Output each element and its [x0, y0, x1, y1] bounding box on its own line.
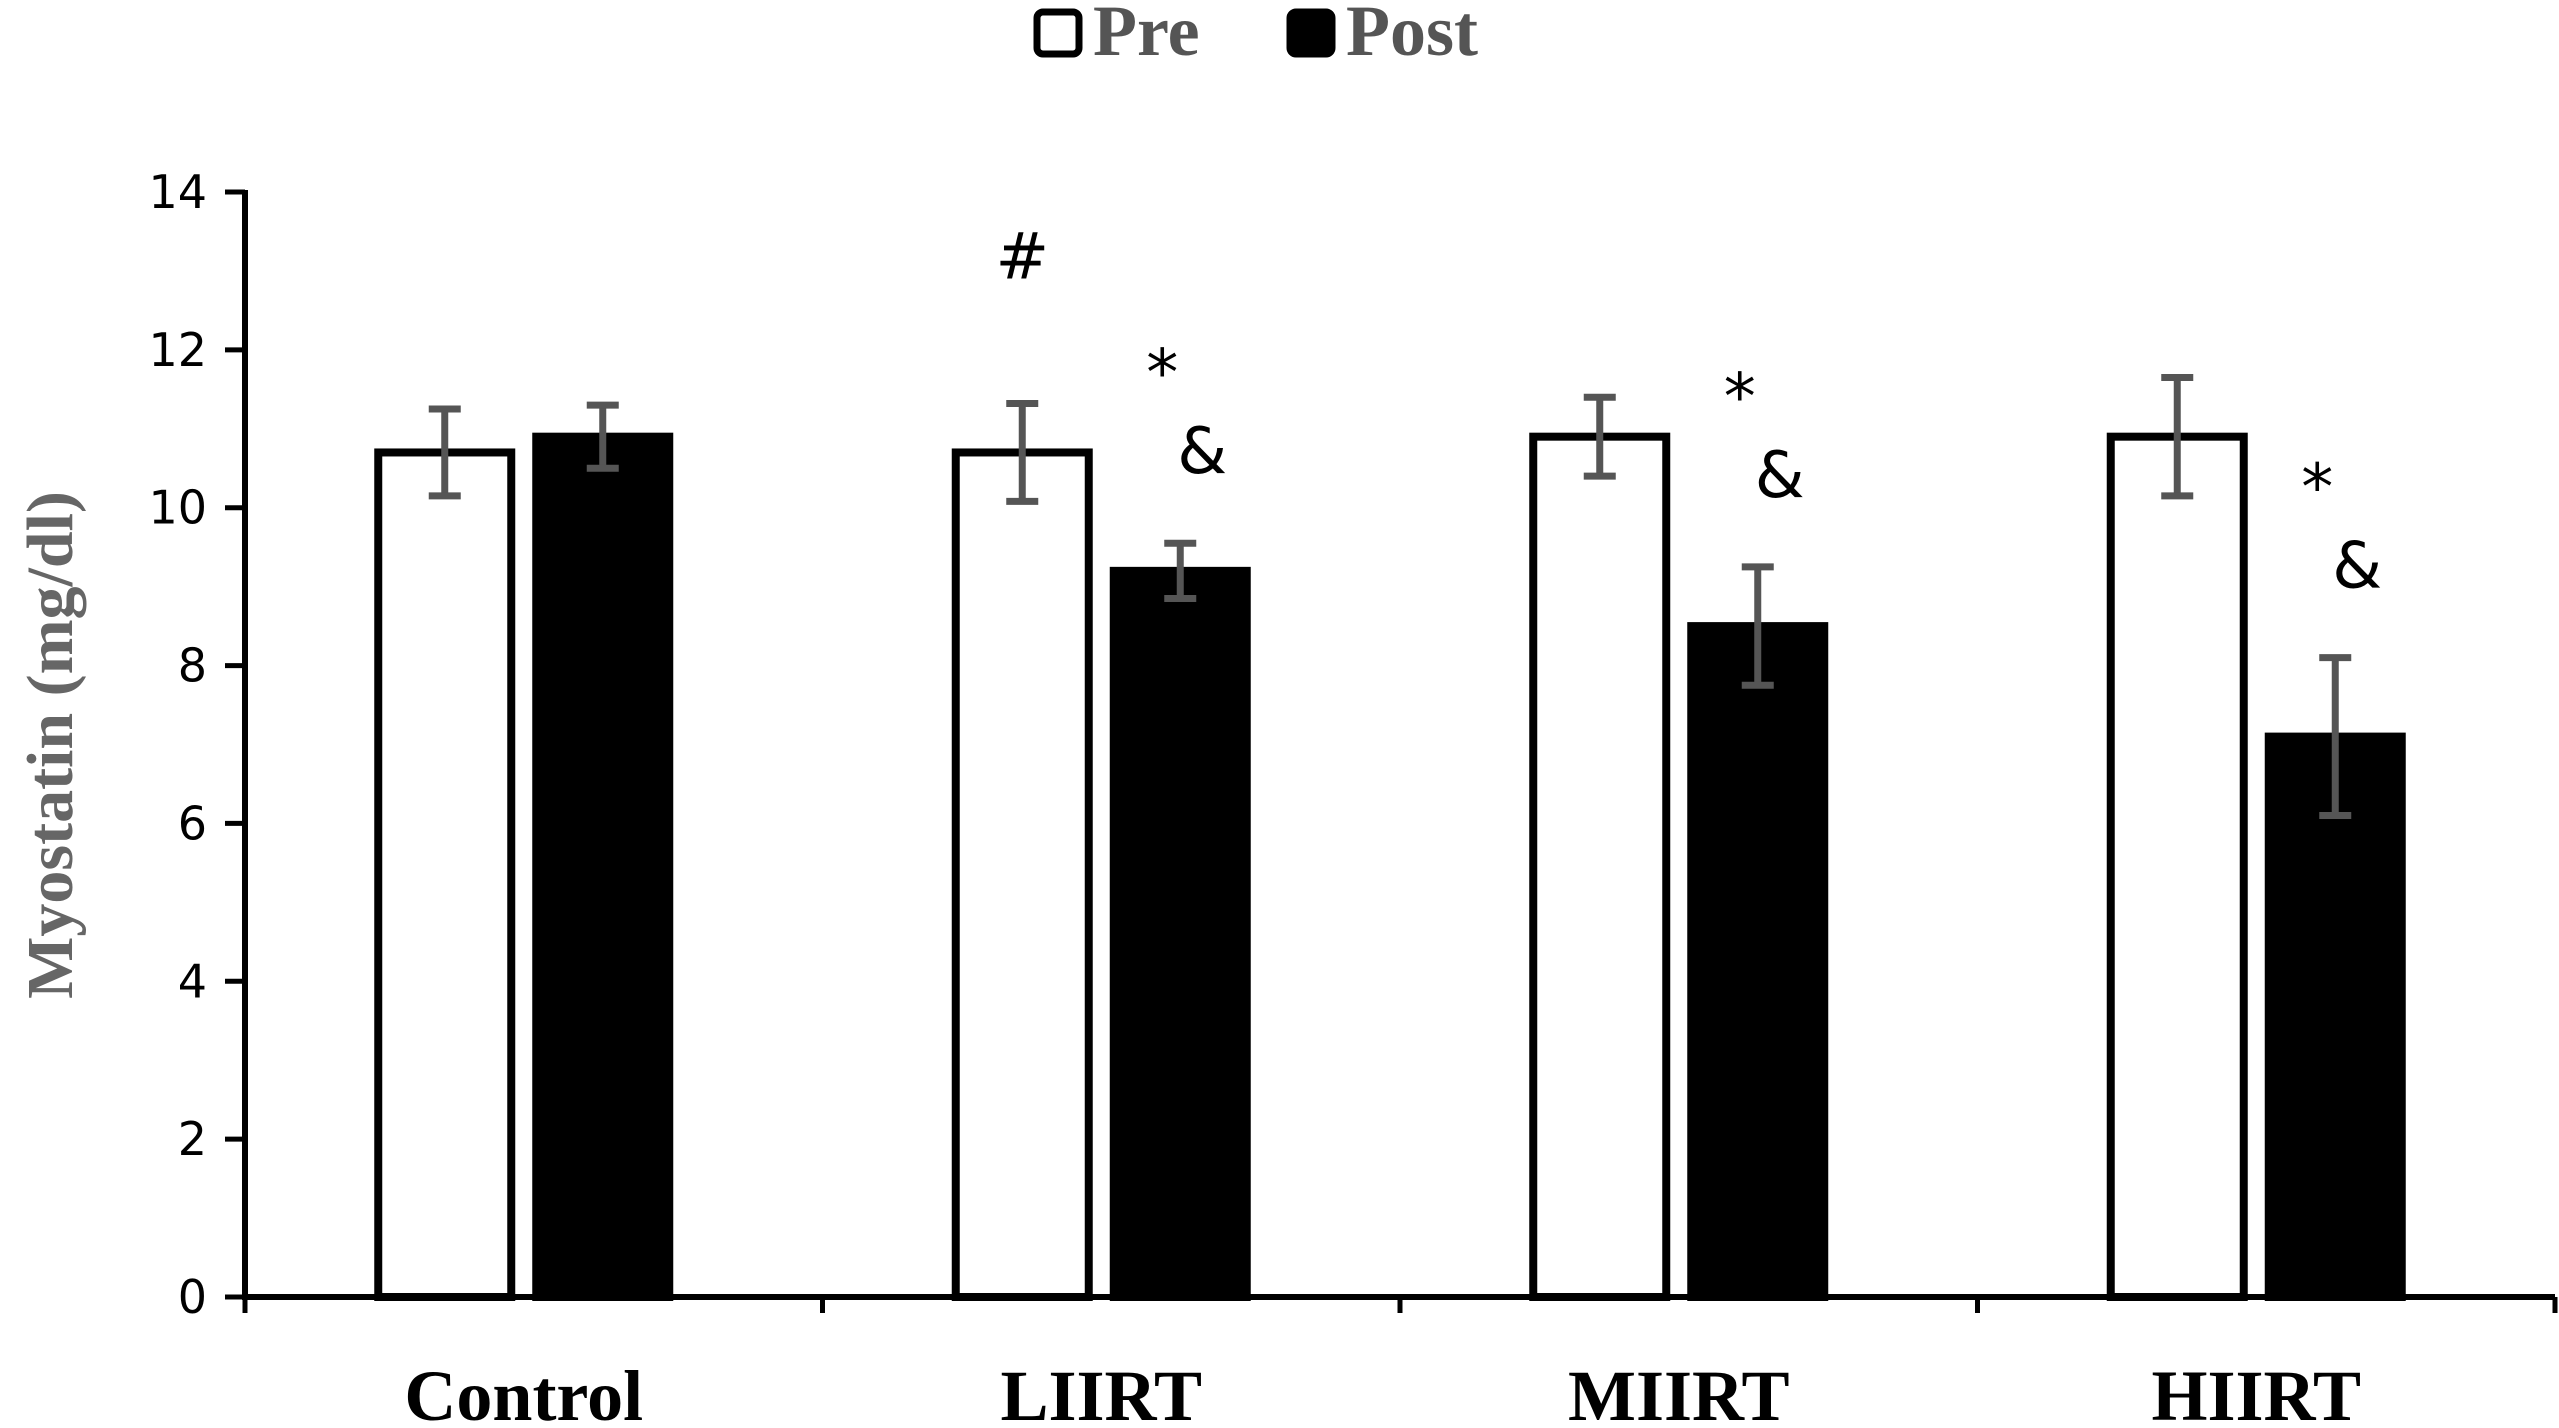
- legend-item-post: Post: [1286, 0, 1478, 71]
- significance-mark: &: [1177, 415, 1227, 489]
- legend-swatch: [1286, 8, 1336, 58]
- bar-post-liirt: [1109, 566, 1251, 1301]
- legend: Pre Post: [1033, 0, 1478, 71]
- legend-label: Post: [1346, 0, 1478, 71]
- axes: 0 2 4 6 8 10 12 14 Control LIIRT MIIRT HIIRT: [148, 165, 2558, 1428]
- annotations: #*&*& *&: [995, 221, 2382, 604]
- y-tick-label: 2: [178, 1112, 207, 1166]
- legend-label: Pre: [1093, 0, 1200, 71]
- y-tick-label: 8: [178, 639, 207, 693]
- x-tick-label: Control: [404, 1356, 643, 1428]
- bar-post-hiirt: [2264, 732, 2406, 1301]
- error-bar: [1006, 400, 1039, 505]
- y-tick-label: 12: [148, 323, 207, 377]
- error-bar: [428, 405, 461, 500]
- bar-pre-miirt: [1529, 432, 1671, 1301]
- bar-post-miirt: [1687, 622, 1829, 1301]
- legend-item-pre: Pre: [1033, 0, 1200, 71]
- x-tick-label: HIIRT: [2151, 1356, 2361, 1428]
- bars: [374, 373, 2406, 1301]
- bar-post-control: [532, 432, 674, 1301]
- error-bar: [2161, 373, 2194, 500]
- significance-mark: &: [1755, 439, 1805, 513]
- y-tick-label: 6: [178, 796, 207, 850]
- error-bar: [1583, 393, 1616, 480]
- error-bar: [2319, 654, 2352, 820]
- y-tick-label: 10: [148, 481, 207, 535]
- significance-mark: #: [995, 221, 1049, 295]
- error-bar: [586, 401, 619, 472]
- x-tick-label: MIIRT: [1568, 1356, 1789, 1428]
- error-bar: [1164, 539, 1197, 602]
- significance-mark: *: [1146, 337, 1178, 411]
- x-tick-label: LIIRT: [1000, 1356, 1202, 1428]
- y-axis-label: Myostatin (mg/dl): [14, 491, 87, 999]
- bar-pre-control: [374, 448, 516, 1301]
- significance-mark: *: [1724, 361, 1756, 435]
- y-tick-label: 14: [148, 165, 207, 219]
- y-tick-label: 4: [178, 954, 207, 1008]
- significance-mark: &: [2332, 530, 2382, 604]
- bar-pre-hiirt: [2106, 432, 2248, 1301]
- bar-pre-liirt: [951, 448, 1093, 1301]
- error-bar: [1741, 563, 1774, 689]
- legend-swatch: [1033, 8, 1083, 58]
- y-tick-label: 0: [178, 1270, 207, 1324]
- significance-mark: *: [2301, 452, 2333, 526]
